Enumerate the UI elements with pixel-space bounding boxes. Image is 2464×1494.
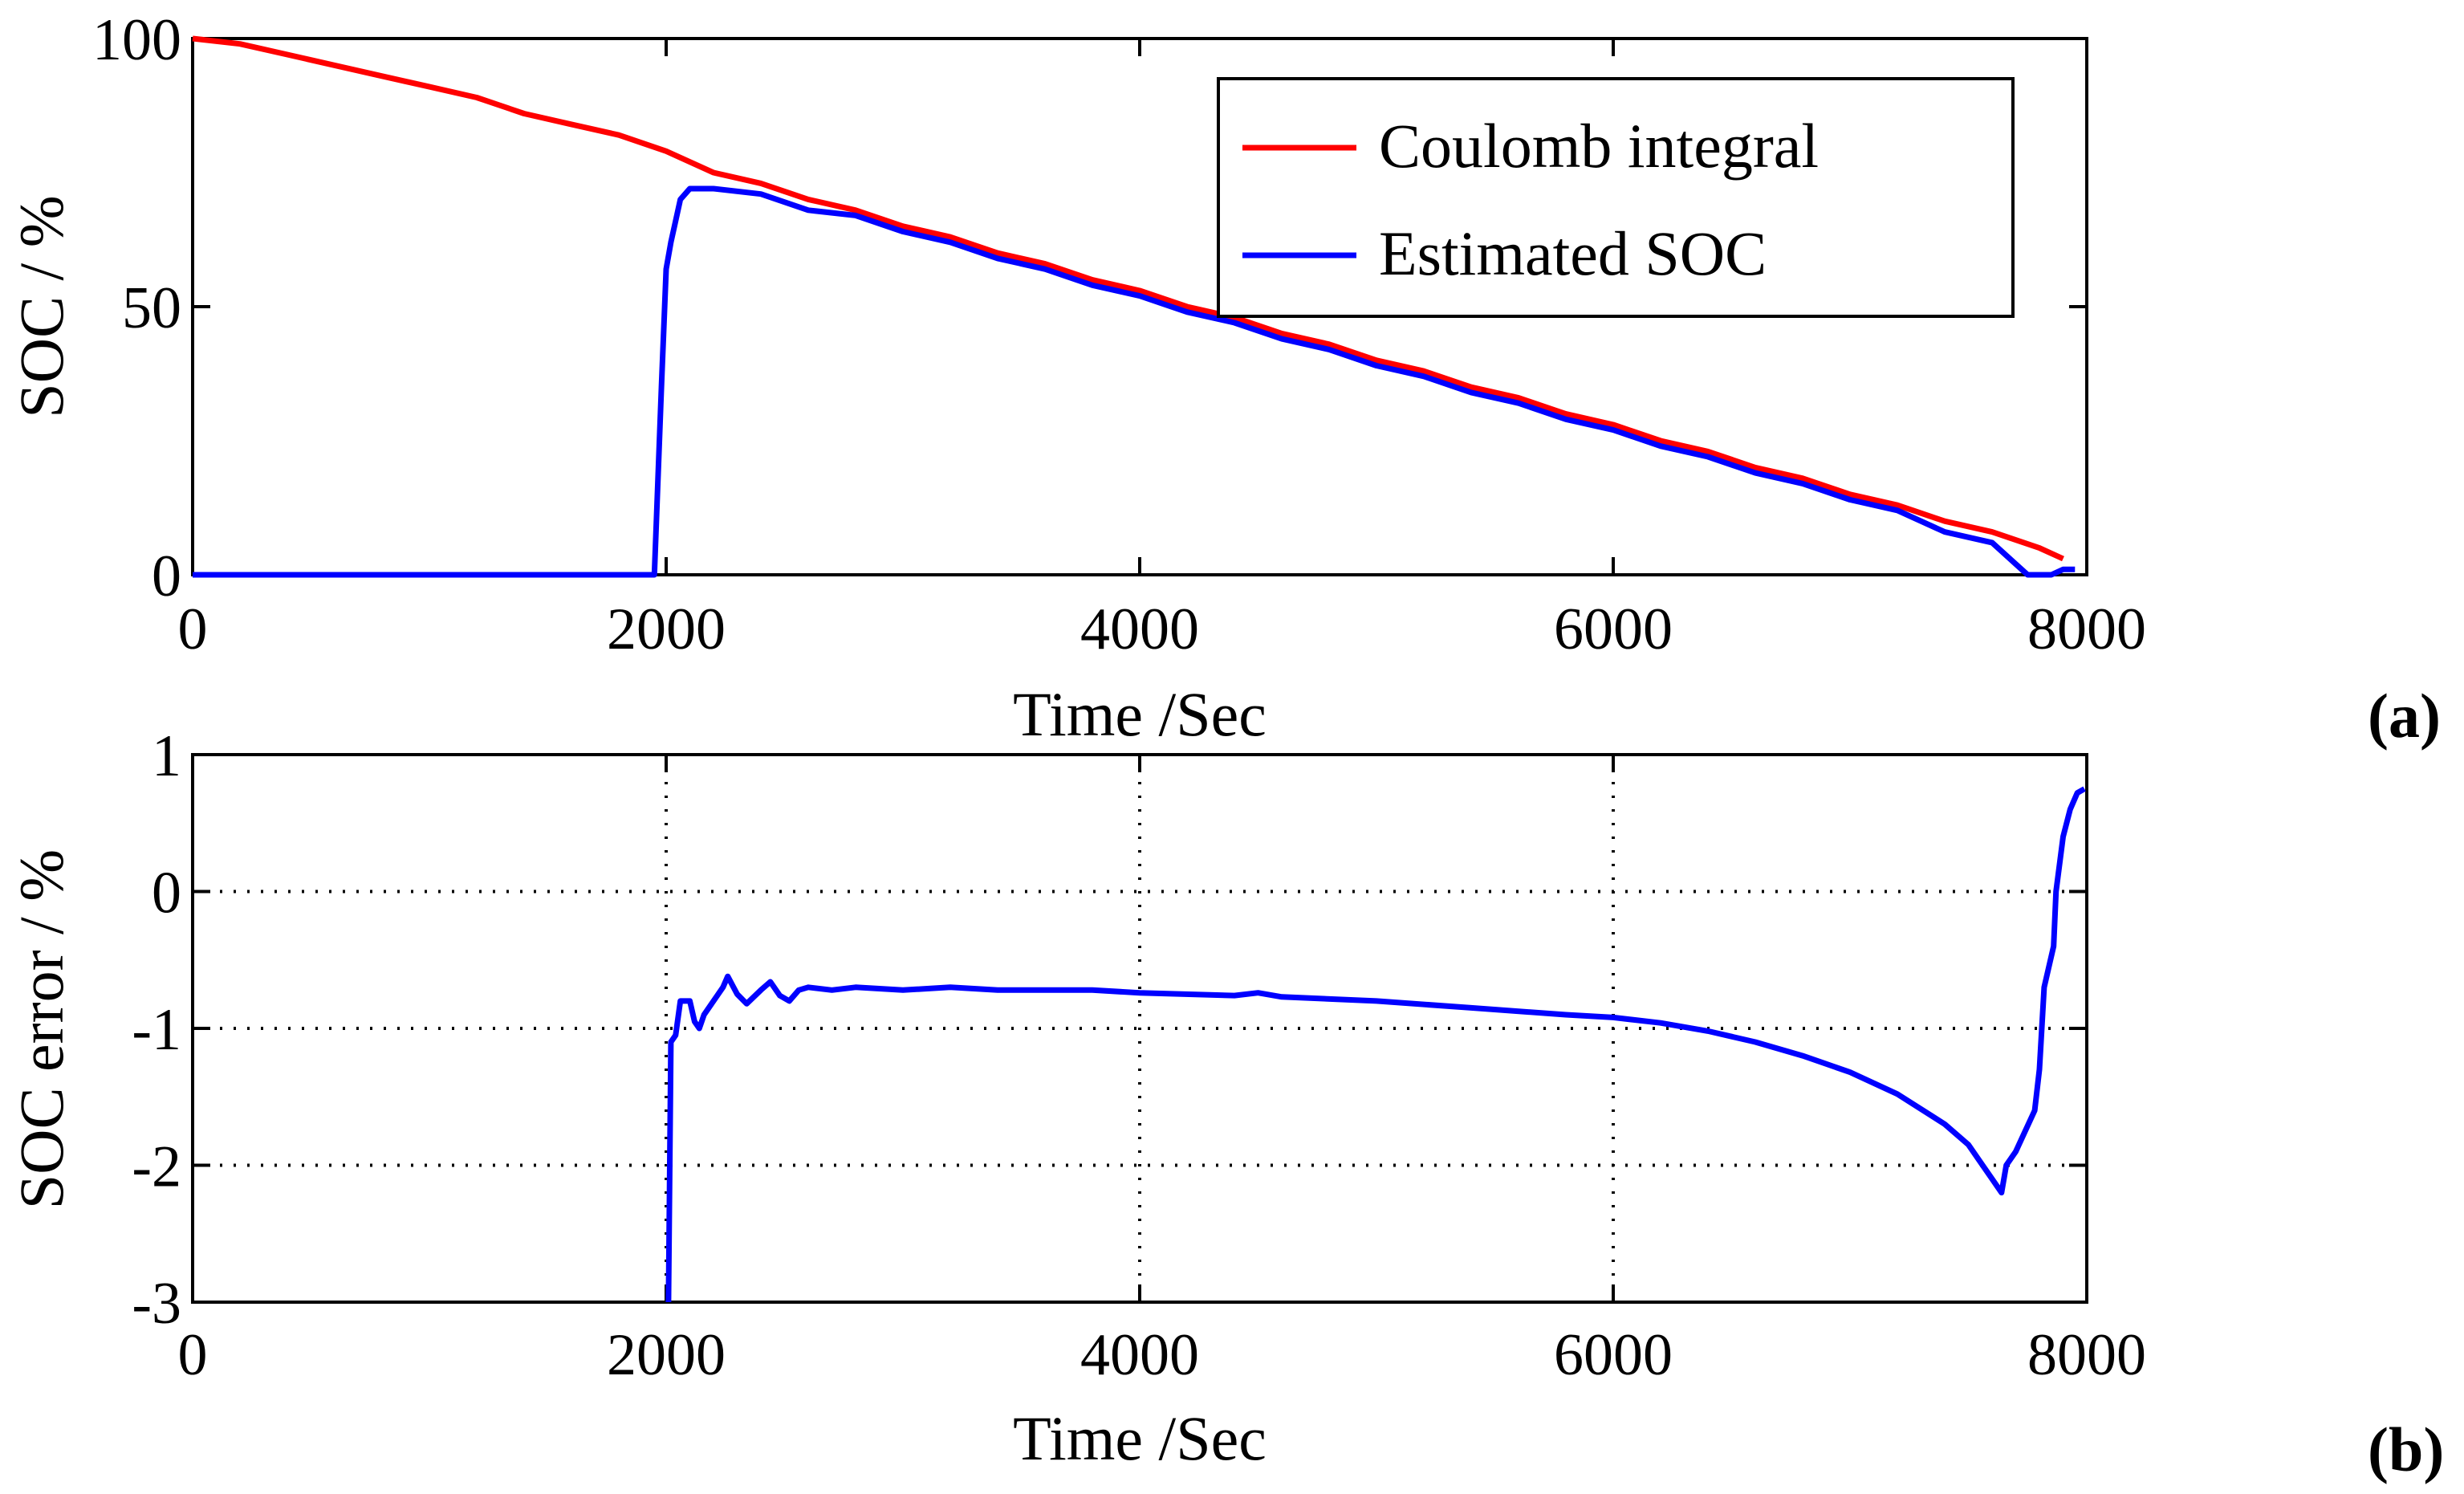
panel-b-x-tick-label: 8000 bbox=[2027, 1322, 2146, 1388]
panel-b-x-tick-label: 2000 bbox=[607, 1322, 726, 1388]
panel-a-y-tick-label: 0 bbox=[152, 543, 181, 609]
panel-a-series bbox=[192, 35, 2076, 578]
panel-b-y-tick-label: -1 bbox=[132, 997, 181, 1063]
panel-a-ticks: 0 2000 4000 6000 8000 0 50 100 bbox=[92, 7, 2146, 662]
legend-label-estimated-soc: Estimated SOC bbox=[1379, 218, 1767, 288]
panel-b-y-axis-label: SOC error / % bbox=[6, 849, 76, 1209]
panel-a-x-axis-label: Time /Sec bbox=[1013, 679, 1267, 749]
panel-b-x-tick-label: 0 bbox=[178, 1322, 208, 1388]
panel-b-y-tick-label: 1 bbox=[152, 723, 181, 789]
panel-b-grid bbox=[193, 755, 2087, 1302]
panel-a-soc: 0 2000 4000 6000 8000 0 50 100 Time /Sec SOC / … bbox=[6, 7, 2441, 751]
panel-a-x-tick-label: 4000 bbox=[1080, 596, 1199, 662]
panel-b-soc-error: 0 2000 4000 6000 8000 -3 -2 -1 0 1 Time /Sec SOC … bbox=[6, 723, 2444, 1484]
panel-b-tag: (b) bbox=[2368, 1415, 2444, 1484]
panel-b-y-tick-label: -3 bbox=[132, 1271, 181, 1337]
panel-a-x-tick-label: 2000 bbox=[607, 596, 726, 662]
panel-a-x-tick-label: 8000 bbox=[2027, 596, 2146, 662]
panel-b-series bbox=[665, 786, 2086, 1303]
panel-b-y-tick-label: -2 bbox=[132, 1134, 181, 1200]
panel-a-x-tick-label: 6000 bbox=[1554, 596, 1673, 662]
panel-a-y-tick-label: 100 bbox=[92, 7, 181, 73]
legend: Coulomb integral Estimated SOC bbox=[1217, 77, 2015, 318]
panel-b-x-axis-label: Time /Sec bbox=[1013, 1403, 1267, 1473]
panel-b-series-soc-error bbox=[665, 786, 2086, 1303]
legend-label-coulomb-integral: Coulomb integral bbox=[1379, 111, 1819, 181]
panel-a-x-tick-label: 0 bbox=[178, 596, 208, 662]
panel-a-y-tick-label: 50 bbox=[122, 275, 181, 341]
panel-a-tag: (a) bbox=[2368, 681, 2441, 751]
panel-a-series-coulomb-integral bbox=[192, 35, 2064, 562]
panel-b-x-tick-label: 4000 bbox=[1080, 1322, 1199, 1388]
panel-b-ticks: 0 2000 4000 6000 8000 -3 -2 -1 0 1 bbox=[132, 723, 2146, 1388]
panel-b-y-tick-label: 0 bbox=[152, 861, 181, 926]
legend-box bbox=[1217, 77, 2015, 318]
panel-a-y-axis-label: SOC / % bbox=[6, 195, 76, 417]
panel-b-x-tick-label: 6000 bbox=[1554, 1322, 1673, 1388]
panel-a-series-estimated-soc bbox=[193, 185, 2076, 578]
